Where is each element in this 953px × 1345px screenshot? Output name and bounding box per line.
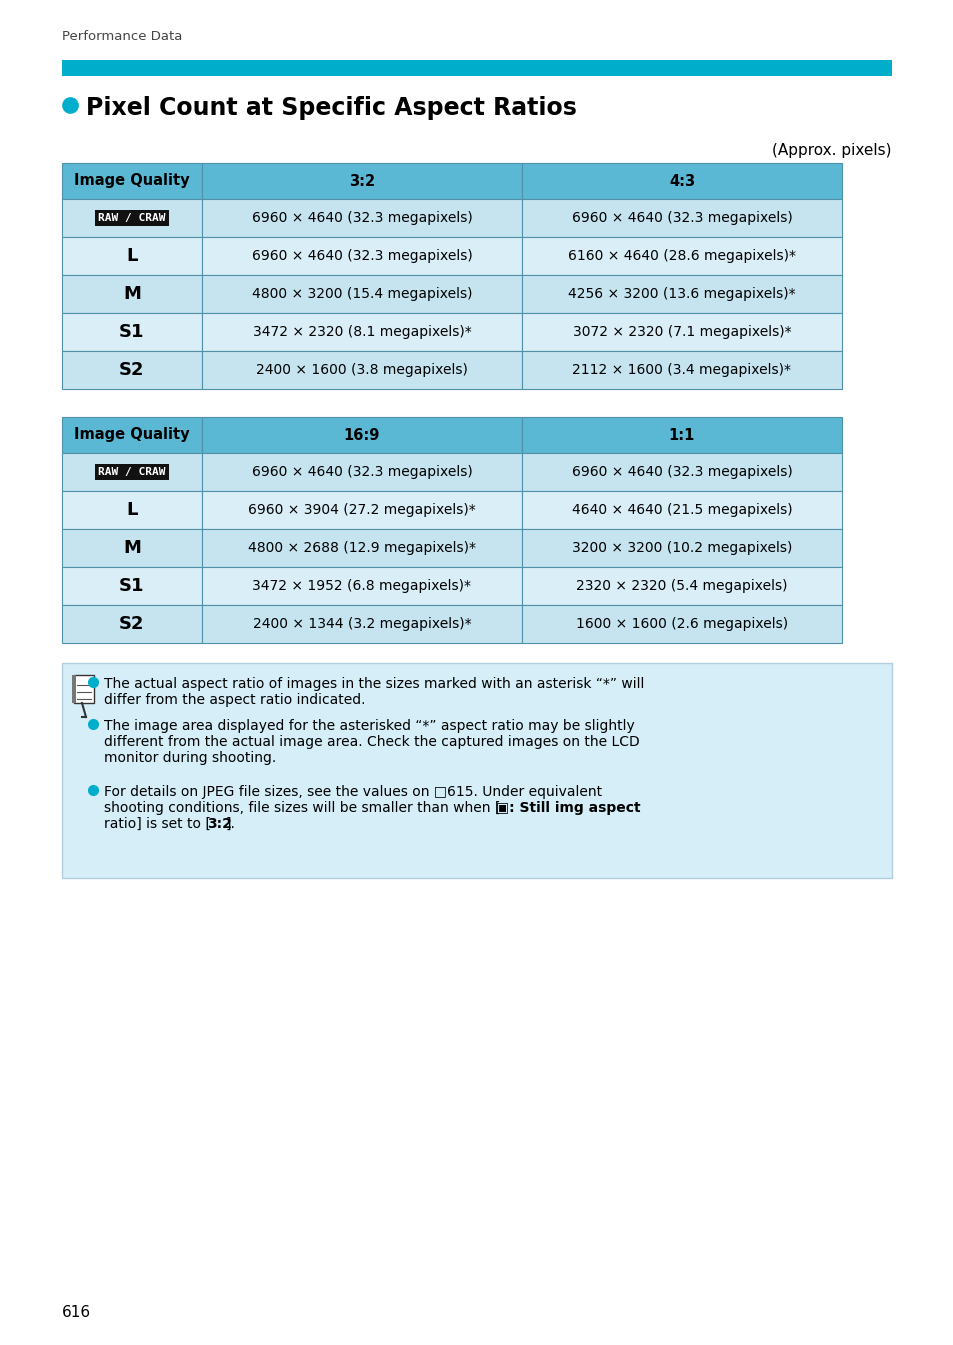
Text: S1: S1 — [119, 323, 145, 342]
Text: 2320 × 2320 (5.4 megapixels): 2320 × 2320 (5.4 megapixels) — [576, 578, 787, 593]
Bar — [202, 491, 521, 529]
Text: 2400 × 1600 (3.8 megapixels): 2400 × 1600 (3.8 megapixels) — [255, 363, 468, 377]
Bar — [521, 491, 841, 529]
Bar — [521, 529, 841, 568]
Text: ratio] is set to [: ratio] is set to [ — [104, 816, 211, 831]
Text: Performance Data: Performance Data — [62, 30, 182, 43]
Text: 6960 × 4640 (32.3 megapixels): 6960 × 4640 (32.3 megapixels) — [252, 211, 472, 225]
Bar — [62, 529, 202, 568]
Text: For details on JPEG file sizes, see the values on □615. Under equivalent: For details on JPEG file sizes, see the … — [104, 785, 601, 799]
Bar — [62, 453, 202, 491]
Bar — [202, 313, 521, 351]
Bar — [62, 163, 202, 199]
Text: S2: S2 — [119, 360, 145, 379]
Bar — [202, 605, 521, 643]
Text: 616: 616 — [62, 1305, 91, 1319]
Bar — [62, 199, 202, 237]
Text: 3200 × 3200 (10.2 megapixels): 3200 × 3200 (10.2 megapixels) — [571, 541, 791, 555]
Text: ].: ]. — [226, 816, 235, 831]
Bar — [202, 417, 521, 453]
Text: M: M — [123, 285, 141, 303]
Bar — [62, 568, 202, 605]
Text: 6960 × 4640 (32.3 megapixels): 6960 × 4640 (32.3 megapixels) — [252, 465, 472, 479]
Bar — [521, 417, 841, 453]
Bar — [202, 568, 521, 605]
Bar — [521, 237, 841, 274]
Bar — [521, 351, 841, 389]
Text: (Approx. pixels): (Approx. pixels) — [772, 143, 891, 157]
Text: The image area displayed for the asterisked “*” aspect ratio may be slightly: The image area displayed for the asteris… — [104, 720, 634, 733]
Bar — [62, 237, 202, 274]
Text: ▣: Still img aspect: ▣: Still img aspect — [496, 802, 640, 815]
Bar — [202, 163, 521, 199]
Bar — [62, 417, 202, 453]
Text: different from the actual image area. Check the captured images on the LCD: different from the actual image area. Ch… — [104, 734, 639, 749]
Bar — [62, 61, 891, 77]
Text: L: L — [126, 247, 137, 265]
Text: 2400 × 1344 (3.2 megapixels)*: 2400 × 1344 (3.2 megapixels)* — [253, 617, 471, 631]
Text: RAW / CRAW: RAW / CRAW — [98, 467, 166, 477]
Bar — [202, 351, 521, 389]
Text: 4256 × 3200 (13.6 megapixels)*: 4256 × 3200 (13.6 megapixels)* — [568, 286, 795, 301]
Text: shooting conditions, file sizes will be smaller than when [: shooting conditions, file sizes will be … — [104, 802, 500, 815]
Text: 4800 × 3200 (15.4 megapixels): 4800 × 3200 (15.4 megapixels) — [252, 286, 472, 301]
Text: 1:1: 1:1 — [668, 428, 695, 443]
Bar — [202, 199, 521, 237]
Text: 6960 × 3904 (27.2 megapixels)*: 6960 × 3904 (27.2 megapixels)* — [248, 503, 476, 516]
Text: monitor during shooting.: monitor during shooting. — [104, 751, 276, 765]
Text: 3:2: 3:2 — [207, 816, 232, 831]
Text: 6160 × 4640 (28.6 megapixels)*: 6160 × 4640 (28.6 megapixels)* — [567, 249, 795, 264]
Bar — [521, 274, 841, 313]
Text: 3:2: 3:2 — [349, 174, 375, 188]
Bar — [521, 199, 841, 237]
Text: 6960 × 4640 (32.3 megapixels): 6960 × 4640 (32.3 megapixels) — [571, 211, 792, 225]
Bar — [62, 313, 202, 351]
Bar — [521, 313, 841, 351]
Text: Pixel Count at Specific Aspect Ratios: Pixel Count at Specific Aspect Ratios — [86, 95, 577, 120]
Bar — [74, 675, 94, 703]
Bar — [202, 529, 521, 568]
Bar — [62, 605, 202, 643]
Text: The actual aspect ratio of images in the sizes marked with an asterisk “*” will: The actual aspect ratio of images in the… — [104, 677, 643, 691]
Text: L: L — [126, 500, 137, 519]
Text: S2: S2 — [119, 615, 145, 633]
Bar — [521, 163, 841, 199]
Text: Image Quality: Image Quality — [74, 174, 190, 188]
Text: 4:3: 4:3 — [668, 174, 695, 188]
Bar — [202, 274, 521, 313]
Text: 1600 × 1600 (2.6 megapixels): 1600 × 1600 (2.6 megapixels) — [576, 617, 787, 631]
Text: RAW / CRAW: RAW / CRAW — [98, 213, 166, 223]
Bar — [62, 491, 202, 529]
Bar — [62, 274, 202, 313]
Text: 3472 × 2320 (8.1 megapixels)*: 3472 × 2320 (8.1 megapixels)* — [253, 325, 471, 339]
Text: 3472 × 1952 (6.8 megapixels)*: 3472 × 1952 (6.8 megapixels)* — [253, 578, 471, 593]
Bar — [521, 453, 841, 491]
Text: differ from the aspect ratio indicated.: differ from the aspect ratio indicated. — [104, 693, 365, 707]
Text: 2112 × 1600 (3.4 megapixels)*: 2112 × 1600 (3.4 megapixels)* — [572, 363, 791, 377]
Text: 4640 × 4640 (21.5 megapixels): 4640 × 4640 (21.5 megapixels) — [571, 503, 792, 516]
Bar — [62, 351, 202, 389]
Bar — [71, 675, 76, 703]
Bar — [521, 605, 841, 643]
Text: S1: S1 — [119, 577, 145, 594]
Text: 6960 × 4640 (32.3 megapixels): 6960 × 4640 (32.3 megapixels) — [252, 249, 472, 264]
Text: 6960 × 4640 (32.3 megapixels): 6960 × 4640 (32.3 megapixels) — [571, 465, 792, 479]
Bar — [202, 453, 521, 491]
Bar — [62, 663, 891, 878]
Bar — [521, 568, 841, 605]
Text: Image Quality: Image Quality — [74, 428, 190, 443]
Text: 3072 × 2320 (7.1 megapixels)*: 3072 × 2320 (7.1 megapixels)* — [572, 325, 790, 339]
Text: 16:9: 16:9 — [343, 428, 380, 443]
Text: M: M — [123, 539, 141, 557]
Text: 4800 × 2688 (12.9 megapixels)*: 4800 × 2688 (12.9 megapixels)* — [248, 541, 476, 555]
Bar — [202, 237, 521, 274]
